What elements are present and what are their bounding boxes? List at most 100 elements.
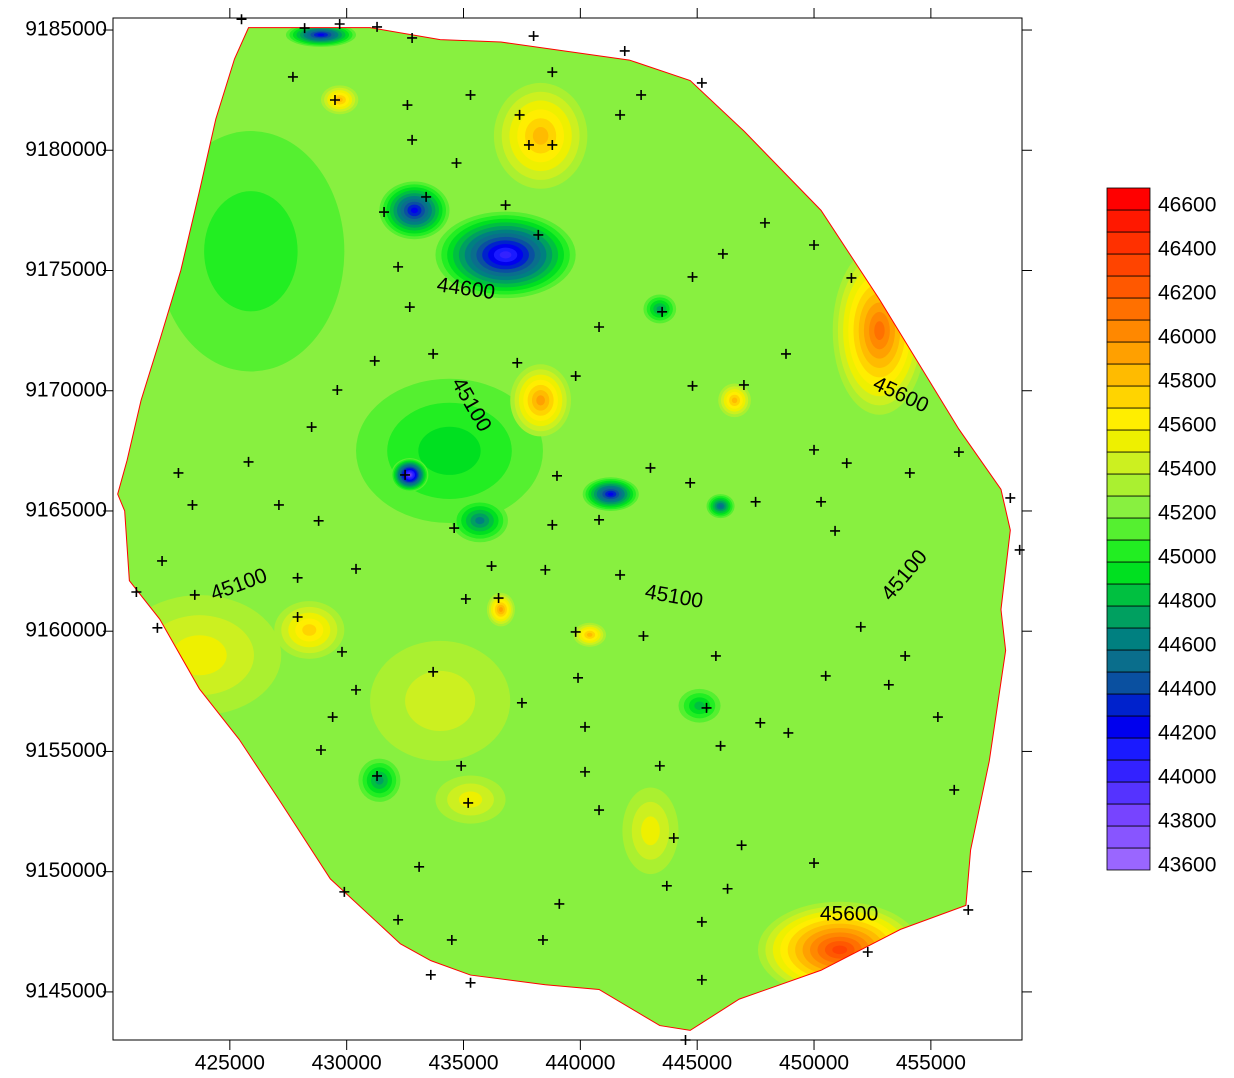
y-tick-label: 9165000 [25,499,107,522]
x-tick-label: 425000 [195,1052,265,1075]
colorbar-box [1107,650,1150,672]
colorbar-box [1107,562,1150,584]
contour-band [533,127,549,145]
contour-band [732,398,737,404]
survey-point [963,905,973,915]
y-tick-label: 9145000 [25,979,107,1002]
colorbar-box [1107,452,1150,474]
anomaly [510,364,571,436]
colorbar-box [1107,364,1150,386]
survey-point [466,978,476,988]
colorbar-box [1107,760,1150,782]
colorbar-label: 44400 [1158,678,1216,701]
colorbar-label: 43600 [1158,854,1216,877]
colorbar-box [1107,826,1150,848]
colorbar-box [1107,694,1150,716]
colorbar-label: 44800 [1158,590,1216,613]
anomaly [494,83,587,189]
colorbar-label: 46000 [1158,326,1216,349]
colorbar-box [1107,672,1150,694]
colorbar-label: 46400 [1158,238,1216,261]
contour-band [418,427,480,475]
colorbar-box [1107,210,1150,232]
anomaly [718,384,751,418]
contour-field [118,23,1011,1031]
colorbar-label: 44200 [1158,722,1216,745]
anomaly [118,595,282,715]
survey-point [237,14,247,24]
page: {"chart_data": { "type": "contour", "xli… [0,0,1234,1078]
colorbar-label: 44600 [1158,634,1216,657]
survey-point [620,46,630,56]
y-tick-label: 9180000 [25,138,107,161]
contour-band [459,792,482,808]
contour-band [719,504,723,507]
colorbar-box [1107,474,1150,496]
contour-band [587,633,592,637]
colorbar-label: 45600 [1158,414,1216,437]
survey-point [1015,545,1025,555]
colorbar-box [1107,540,1150,562]
survey-point [1005,493,1015,503]
y-tick-label: 9150000 [25,859,107,882]
contour-band [302,624,316,636]
contour-band [832,945,847,954]
colorbar-box [1107,342,1150,364]
contour-band [608,492,614,495]
colorbar-box [1107,430,1150,452]
anomaly [678,689,720,723]
anomaly [274,601,344,659]
colorbar-label: 46600 [1158,194,1216,217]
contour-band [475,517,484,524]
colorbar-box [1107,386,1150,408]
colorbar-box [1107,298,1150,320]
x-tick-label: 450000 [779,1052,849,1075]
anomaly [286,23,356,47]
anomaly [358,759,400,802]
anomaly [622,788,678,875]
colorbar-box [1107,848,1150,870]
anomaly [452,499,508,542]
colorbar-box [1107,738,1150,760]
contour-band [204,191,297,311]
colorbar-box [1107,496,1150,518]
survey-point [426,970,436,980]
colorbar-box [1107,188,1150,210]
anomaly [643,295,676,324]
x-tick-label: 430000 [312,1052,382,1075]
x-tick-label: 440000 [545,1052,615,1075]
colorbar-box [1107,408,1150,430]
contour-band [641,816,660,845]
contour-band [536,395,545,405]
survey-point [529,31,539,41]
anomaly [370,641,510,761]
colorbar-label: 45200 [1158,502,1216,525]
y-tick-label: 9175000 [25,258,107,281]
colorbar-box [1107,716,1150,738]
contour-band [874,321,884,340]
colorbar-label: 45000 [1158,546,1216,569]
anomaly [583,477,639,511]
colorbar-label: 43800 [1158,810,1216,833]
survey-point [697,78,707,88]
colorbar-box [1107,254,1150,276]
contour-band [405,671,475,731]
colorbar-box [1107,782,1150,804]
colorbar-label: 45800 [1158,370,1216,393]
survey-point [681,1035,691,1045]
y-tick-label: 9185000 [25,18,107,41]
colorbar-label: 46200 [1158,282,1216,305]
colorbar-box [1107,320,1150,342]
contour-band [499,607,503,612]
colorbar-label: 44000 [1158,766,1216,789]
y-tick-label: 9155000 [25,739,107,762]
colorbar-box [1107,232,1150,254]
contour-band [317,34,324,36]
colorbar-box [1107,584,1150,606]
contour-band [500,251,512,258]
x-tick-label: 455000 [896,1052,966,1075]
x-tick-label: 445000 [662,1052,732,1075]
contour-label: 45600 [820,903,878,926]
contour-band [411,207,418,213]
colorbar-box [1107,276,1150,298]
